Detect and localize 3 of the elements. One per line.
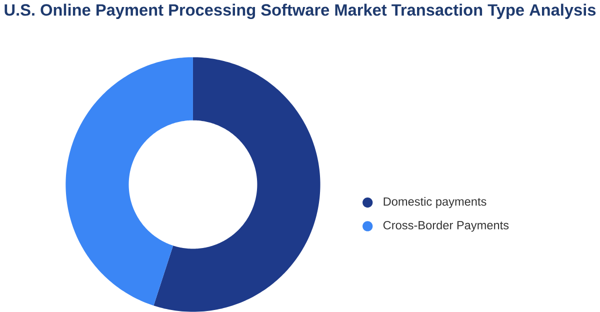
chart-title: U.S. Online Payment Processing Software Market Transaction Type Analysis [4, 4, 596, 20]
legend-label: Domestic payments [384, 197, 486, 208]
legend-label: Cross-Border Payments [383, 220, 509, 232]
